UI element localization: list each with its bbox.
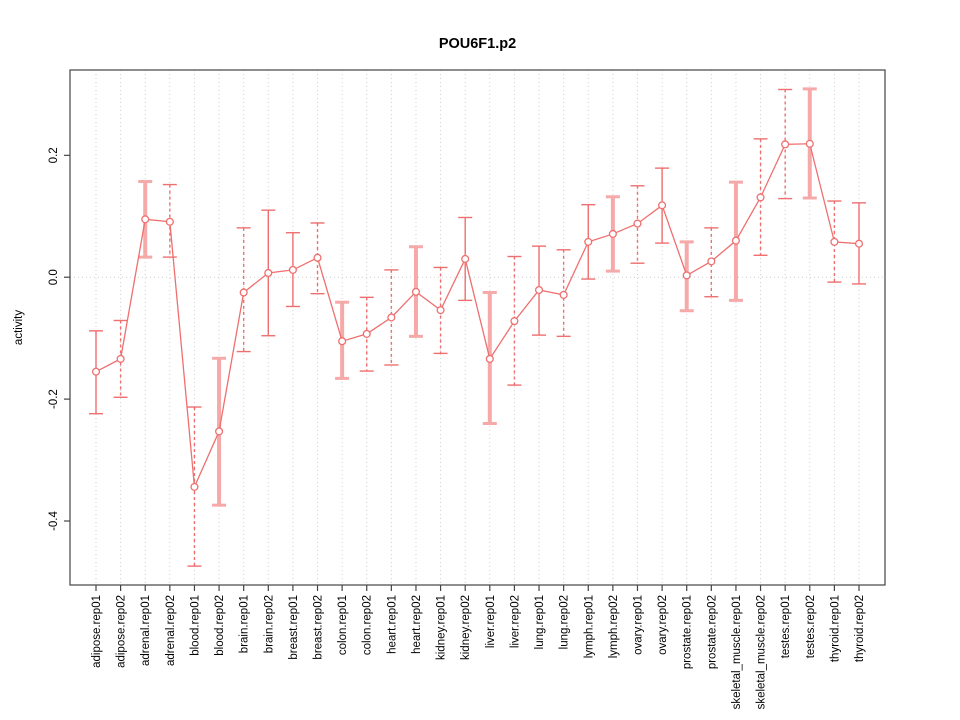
data-point-marker — [116, 354, 125, 363]
data-point-marker — [805, 139, 814, 148]
data-point-marker — [658, 201, 667, 210]
x-tick-label: colon.rep01 — [337, 595, 349, 655]
x-tick-label: heart.rep01 — [386, 595, 398, 654]
x-tick-label: skeletal_muscle.rep02 — [756, 595, 768, 709]
x-tick-label: prostate.rep01 — [682, 595, 694, 669]
data-point-marker — [165, 217, 174, 226]
x-tick-label: lymph.rep01 — [583, 595, 595, 658]
x-tick-label: lung.rep02 — [559, 595, 571, 649]
x-tick-label: breast.rep02 — [313, 595, 325, 660]
y-tick-label: -0.4 — [48, 510, 60, 530]
data-point-marker — [584, 237, 593, 246]
data-point-marker — [239, 288, 248, 297]
x-tick-label: brain.rep02 — [263, 595, 275, 653]
x-tick-label: liver.rep02 — [509, 595, 521, 648]
data-point-marker — [215, 427, 224, 436]
x-tick-label: lung.rep01 — [534, 595, 546, 649]
data-point-marker — [830, 237, 839, 246]
x-tick-label: adipose.rep02 — [116, 595, 128, 668]
data-point-marker — [608, 229, 617, 238]
x-tick-label: lymph.rep02 — [608, 595, 620, 658]
data-point-marker — [781, 140, 790, 149]
x-tick-label: heart.rep02 — [411, 595, 423, 654]
x-tick-label: ovary.rep02 — [657, 595, 669, 655]
x-tick-label: brain.rep01 — [239, 595, 251, 653]
data-point-marker — [854, 239, 864, 248]
data-point-marker — [485, 354, 494, 363]
plot-border — [69, 69, 886, 586]
data-point-marker — [411, 287, 421, 296]
x-tick-label: blood.rep01 — [189, 595, 201, 656]
chart-title: POU6F1.p2 — [438, 36, 517, 52]
x-tick-label: adipose.rep01 — [91, 595, 103, 668]
y-tick-label: 0.0 — [48, 269, 60, 285]
x-tick-label: blood.rep02 — [214, 595, 226, 656]
x-tick-label: skeletal_muscle.rep01 — [731, 595, 743, 709]
x-tick-label: adrenal.rep01 — [140, 595, 152, 666]
x-tick-label: breast.rep01 — [288, 595, 300, 660]
data-point-marker — [731, 236, 740, 245]
data-point-marker — [682, 271, 691, 280]
data-point-marker — [436, 306, 445, 315]
data-point-marker — [461, 254, 470, 263]
y-axis-label: activity — [13, 310, 25, 345]
data-point-marker — [559, 290, 568, 299]
x-tick-label: thyroid.rep02 — [854, 595, 866, 662]
x-tick-label: adrenal.rep02 — [165, 595, 177, 666]
y-tick-label: -0.2 — [48, 389, 60, 409]
data-point-marker — [264, 268, 273, 278]
data-point-marker — [756, 193, 765, 202]
data-point-marker — [313, 253, 322, 262]
data-point-marker — [362, 329, 371, 338]
data-point-marker — [534, 285, 544, 295]
x-tick-label: testes.rep02 — [805, 595, 817, 658]
data-point-marker — [387, 313, 396, 322]
x-tick-label: testes.rep01 — [780, 595, 792, 658]
x-tick-label: colon.rep02 — [362, 595, 374, 655]
x-tick-label: liver.rep01 — [485, 595, 497, 648]
data-point-marker — [707, 257, 716, 266]
data-point-marker — [141, 215, 150, 224]
y-tick-label: 0.2 — [48, 147, 60, 163]
data-point-marker — [510, 317, 519, 326]
x-tick-label: kidney.rep01 — [436, 595, 448, 660]
data-point-marker — [338, 337, 347, 346]
x-tick-label: prostate.rep02 — [706, 595, 718, 669]
data-point-marker — [91, 367, 101, 376]
data-point-marker — [633, 219, 642, 228]
x-tick-label: ovary.rep01 — [632, 595, 644, 655]
x-tick-label: kidney.rep02 — [460, 595, 472, 660]
data-point-marker — [288, 265, 297, 274]
x-tick-label: thyroid.rep01 — [829, 595, 841, 662]
data-point-marker — [190, 482, 199, 491]
activity-line — [95, 143, 860, 490]
